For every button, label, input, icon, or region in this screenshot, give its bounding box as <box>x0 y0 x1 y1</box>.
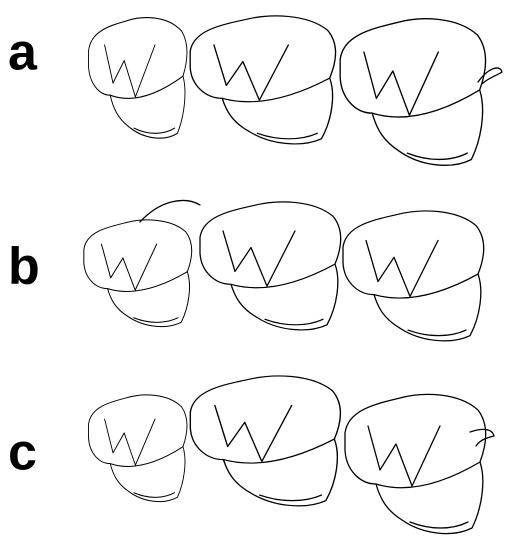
tooth-outline <box>89 395 188 502</box>
tooth-ridge <box>140 201 200 222</box>
tooth-outline <box>343 211 484 341</box>
panel-label: c <box>8 424 37 482</box>
tooth-outline <box>89 18 188 139</box>
panel-label: b <box>8 238 40 296</box>
figure: a b c <box>0 0 507 544</box>
tooth-outline <box>84 220 192 327</box>
panel-label: a <box>8 24 38 82</box>
tooth-outline <box>200 202 341 330</box>
tooth-outline <box>345 394 486 533</box>
tooth-outline <box>190 376 340 506</box>
tooth-outline <box>190 16 335 144</box>
tooth-outline <box>340 19 485 166</box>
